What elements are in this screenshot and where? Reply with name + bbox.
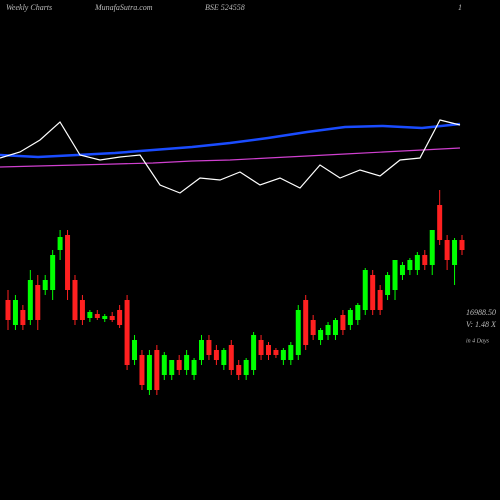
- candle-body: [139, 355, 145, 385]
- candle-body: [169, 360, 175, 375]
- candle-body: [444, 240, 450, 260]
- candle-body: [161, 355, 167, 375]
- candle-body: [199, 340, 205, 360]
- candle-body: [65, 235, 71, 290]
- candle-body: [102, 316, 108, 319]
- days-label: in 4 Days: [466, 337, 490, 344]
- indicator-line: [0, 119, 461, 194]
- candle-body: [72, 280, 78, 320]
- candle-body: [414, 255, 420, 270]
- candle-body: [318, 330, 324, 340]
- header-symbol: BSE 524558: [205, 3, 245, 12]
- candle-body: [273, 350, 279, 355]
- candle-body: [109, 316, 115, 320]
- candle-body: [407, 260, 413, 270]
- candle-body: [27, 280, 33, 320]
- candle-body: [206, 340, 212, 355]
- candle-body: [437, 205, 443, 240]
- candle-body: [303, 300, 309, 345]
- candle-body: [370, 275, 376, 310]
- candle-body: [251, 335, 257, 370]
- header-right: 1: [458, 3, 462, 12]
- candle-body: [57, 237, 63, 250]
- candle-body: [288, 345, 294, 360]
- indicator-line: [0, 122, 461, 159]
- candle-body: [347, 310, 353, 325]
- candle-body: [176, 360, 182, 370]
- candle-body: [50, 255, 56, 290]
- candle-body: [310, 320, 316, 335]
- candle-body: [429, 230, 435, 265]
- candle-body: [236, 365, 242, 375]
- candle-body: [377, 290, 383, 310]
- candle-body: [87, 312, 93, 318]
- candle-body: [5, 300, 11, 320]
- candle-body: [452, 240, 458, 265]
- candle-body: [42, 280, 48, 290]
- price-label: 16988.50: [466, 308, 496, 317]
- candle-body: [35, 285, 41, 320]
- candle-body: [191, 360, 197, 375]
- candle-body: [79, 300, 85, 320]
- candle-body: [146, 355, 152, 390]
- candle-body: [124, 300, 130, 365]
- candle-body: [459, 240, 465, 250]
- candle-body: [362, 270, 368, 310]
- candle-body: [340, 315, 346, 330]
- candle-body: [258, 340, 264, 355]
- candle-body: [117, 310, 123, 325]
- candle-body: [265, 345, 271, 355]
- candle-body: [228, 345, 234, 370]
- candle-body: [221, 350, 227, 365]
- candle-body: [392, 260, 398, 290]
- candle-body: [332, 320, 338, 335]
- candle-body: [295, 310, 301, 355]
- candle-body: [184, 355, 190, 370]
- indicator-line: [0, 147, 461, 168]
- candle-body: [94, 314, 100, 318]
- header-site: MunafaSutra.com: [94, 3, 153, 12]
- volume-label: V: 1.48 X: [466, 320, 497, 329]
- candle-body: [280, 350, 286, 360]
- candle-body: [12, 300, 18, 325]
- candle-body: [399, 265, 405, 275]
- candle-body: [213, 350, 219, 360]
- candle-body: [422, 255, 428, 265]
- candle-body: [132, 340, 138, 360]
- candle-body: [243, 360, 249, 375]
- candle-body: [154, 350, 160, 390]
- candle-body: [325, 325, 331, 335]
- candle-body: [20, 310, 26, 325]
- candle-body: [385, 275, 391, 295]
- header-left: Weekly Charts: [6, 3, 52, 12]
- candle-body: [355, 305, 361, 320]
